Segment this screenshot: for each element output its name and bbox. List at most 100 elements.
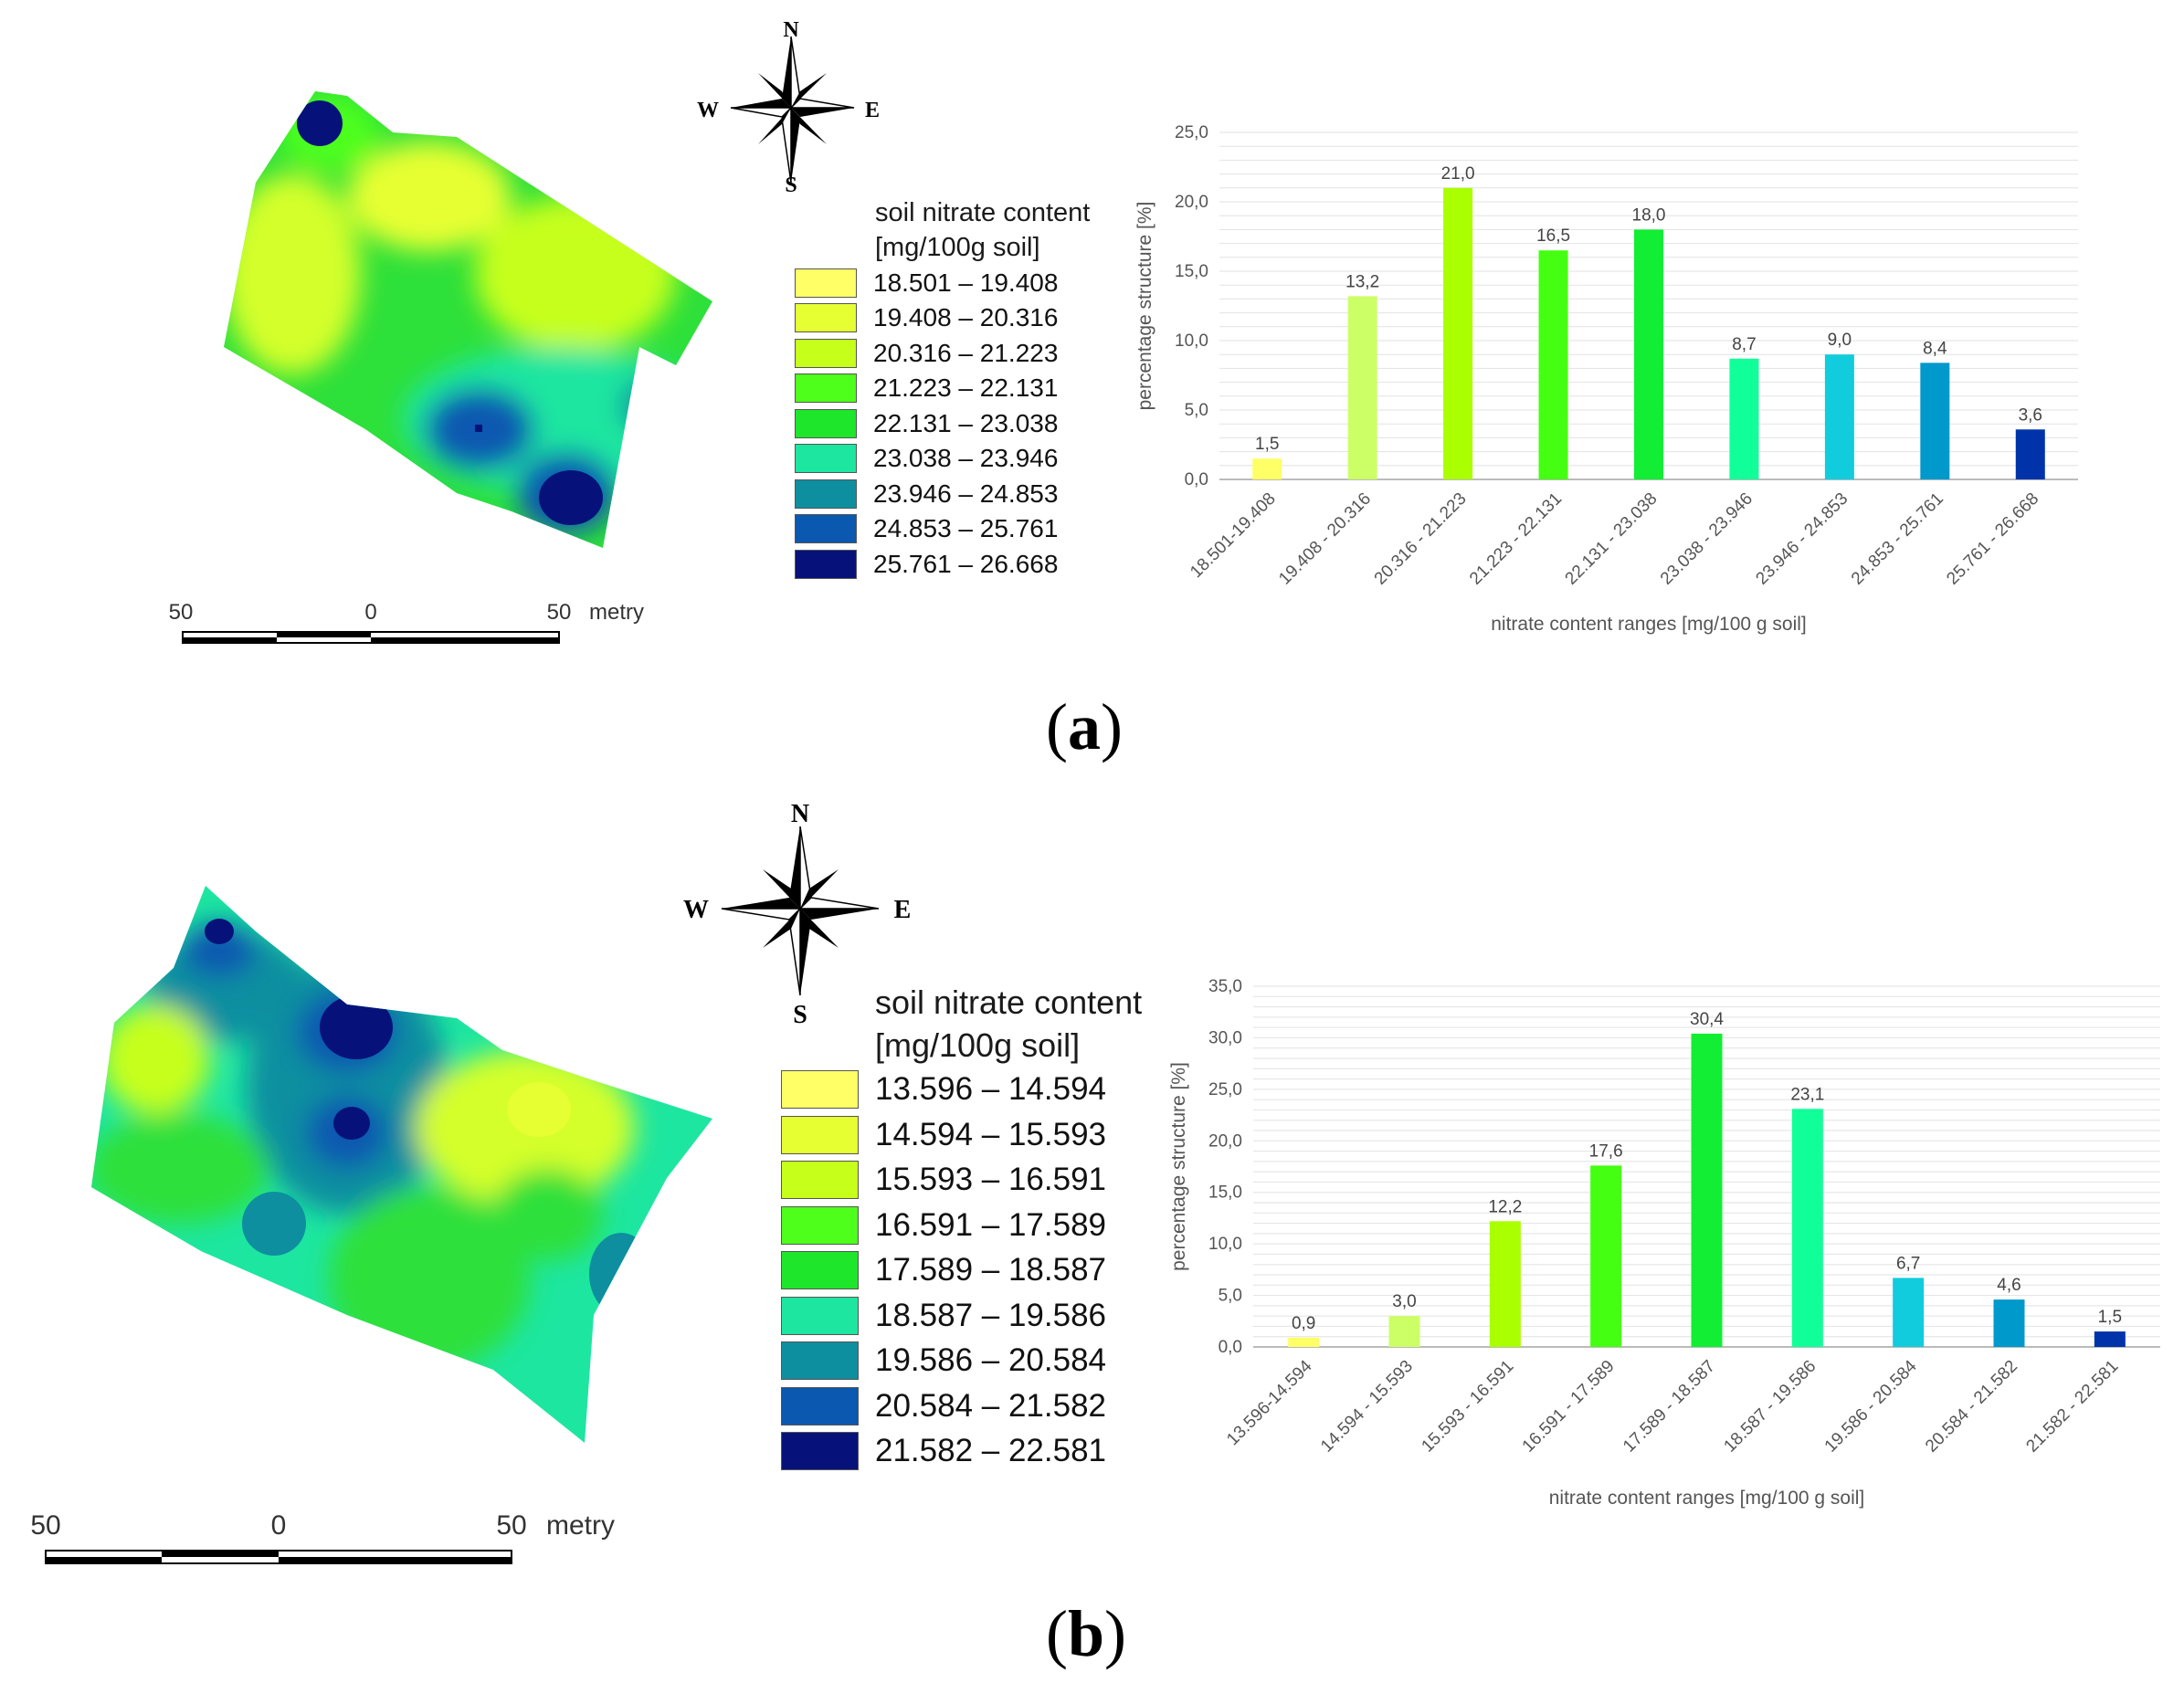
legend-item: 23.946 – 24.853 (795, 476, 1090, 511)
legend-swatch (781, 1386, 859, 1425)
y-axis-label: percentage structure [%] (1134, 202, 1155, 411)
data-label: 30,4 (1690, 1010, 1724, 1029)
data-label: 1,5 (1255, 435, 1279, 454)
y-tick-label: 25,0 (1175, 123, 1208, 142)
panel-label-a: (a) (1046, 690, 1123, 763)
compass-s: S (793, 1001, 807, 1029)
compass-n: N (791, 800, 809, 828)
legend-swatch (781, 1161, 859, 1200)
bar (2015, 429, 2045, 479)
bar (1920, 363, 1950, 479)
data-label: 0,9 (1292, 1314, 1315, 1333)
x-tick-label: 18.587 - 19.586 (1720, 1357, 1820, 1457)
scale-bar-b: 50 0 50 metry (30, 1510, 615, 1564)
data-label: 8,4 (1923, 339, 1947, 358)
panel-b: N S W E 50 0 50 metry 0,0 5,0 10,0 15,0 20,0… (0, 785, 2184, 1704)
legend-label: 25.761 – 26.668 (873, 549, 1059, 578)
legend-label: 14.594 – 15.593 (875, 1116, 1107, 1152)
scale-right: 50 (547, 600, 572, 625)
y-tick-label: 5,0 (1219, 1287, 1242, 1306)
legend-item: 19.408 – 20.316 (795, 300, 1090, 336)
bar (1443, 187, 1473, 480)
y-tick-label: 35,0 (1208, 977, 1242, 996)
x-tick-label: 20.316 - 21.223 (1371, 489, 1471, 589)
bar (1347, 296, 1377, 479)
legend-label: 23.038 – 23.946 (873, 444, 1059, 473)
bar (1590, 1165, 1622, 1347)
legend-item: 14.594 – 15.593 (781, 1112, 1142, 1158)
bar (1691, 1033, 1723, 1347)
panel-a: N S W E 50 0 50 metry 0,0 5,0 10,0 15,0 20,0… (0, 0, 2184, 785)
x-tick-label: 23.946 - 24.853 (1752, 489, 1852, 589)
legend-swatch (795, 268, 857, 298)
legend-swatch (781, 1251, 859, 1290)
legend-unit: [mg/100g soil] (875, 232, 1040, 262)
nitrate-map-a (224, 91, 712, 548)
legend-item: 17.589 – 18.587 (781, 1248, 1142, 1294)
compass-e: E (865, 99, 880, 122)
scale-bar-a: 50 0 50 metry (169, 600, 644, 644)
compass-rose-b: N S W E (683, 800, 911, 1029)
x-tick-label: 15.593 - 16.591 (1418, 1357, 1517, 1457)
x-tick-label: 17.589 - 18.587 (1620, 1357, 1719, 1457)
bar-chart-a: 0,0 5,0 10,0 15,0 20,0 25,0 1,5 18.501-19.408 13… (1134, 123, 2078, 635)
legend-unit: [mg/100g soil] (875, 1026, 1081, 1064)
scale-mid: 0 (271, 1510, 287, 1541)
legend-label: 24.853 – 25.761 (873, 514, 1059, 543)
scale-left: 50 (30, 1510, 60, 1541)
y-tick-label: 15,0 (1175, 262, 1208, 281)
compass-w: W (697, 99, 719, 122)
legend-item: 21.223 – 22.131 (795, 371, 1090, 406)
data-label: 13,2 (1345, 272, 1379, 291)
x-tick-label: 24.853 - 25.761 (1848, 489, 1947, 589)
legend-label: 19.586 – 20.584 (875, 1342, 1107, 1379)
nitrate-map-b (91, 886, 712, 1443)
compass-e: E (894, 896, 912, 924)
data-label: 12,2 (1488, 1197, 1522, 1216)
scale-left: 50 (169, 600, 194, 625)
legend-item: 19.586 – 20.584 (781, 1339, 1142, 1384)
legend-item: 13.596 – 14.594 (781, 1068, 1142, 1113)
data-label: 23,1 (1790, 1085, 1824, 1104)
y-tick-label: 0,0 (1219, 1338, 1242, 1357)
bar (1388, 1316, 1420, 1347)
legend-label: 23.946 – 24.853 (873, 479, 1059, 508)
legend-label: 15.593 – 16.591 (875, 1162, 1107, 1198)
bar (1993, 1299, 2025, 1347)
y-axis-label: percentage structure [%] (1168, 1062, 1189, 1271)
legend-swatch (795, 514, 857, 544)
legend-swatch (795, 479, 857, 509)
x-tick-label: 13.596-14.594 (1223, 1356, 1316, 1449)
legend-item: 22.131 – 23.038 (795, 405, 1090, 441)
bar (1288, 1337, 1320, 1347)
legend-label: 13.596 – 14.594 (875, 1071, 1107, 1108)
legend-swatch (795, 408, 857, 438)
legend-swatch (795, 444, 857, 474)
y-tick-label: 10,0 (1175, 331, 1208, 351)
legend-swatch (795, 303, 857, 333)
compass-rose-a: N S W E (697, 18, 880, 197)
legend-swatch (781, 1070, 859, 1110)
panel-a-figure: N S W E 50 0 50 metry 0,0 5,0 10,0 15,0 20,0… (169, 18, 2078, 644)
legend-title: soil nitrate content (875, 983, 1143, 1021)
y-tick-label: 30,0 (1208, 1028, 1242, 1047)
x-tick-label: 25.761 - 26.668 (1943, 489, 2042, 589)
x-tick-label: 21.223 - 22.131 (1466, 489, 1566, 589)
y-tick-label: 25,0 (1208, 1080, 1242, 1099)
legend-label: 21.582 – 22.581 (875, 1433, 1107, 1469)
legend-label: 20.316 – 21.223 (873, 338, 1059, 367)
legend-swatch (781, 1432, 859, 1471)
legend-item: 16.591 – 17.589 (781, 1203, 1142, 1248)
legend-item: 23.038 – 23.946 (795, 441, 1090, 477)
bar (1538, 250, 1568, 479)
panel-label-b: (b) (1046, 1597, 1127, 1670)
legend-item: 18.501 – 19.408 (795, 265, 1090, 300)
x-tick-label: 22.131 - 23.038 (1562, 489, 1662, 589)
data-label: 16,5 (1536, 226, 1570, 246)
legend-swatch (795, 373, 857, 404)
bar (2094, 1331, 2126, 1347)
x-tick-label: 21.582 - 22.581 (2022, 1357, 2122, 1457)
compass-n: N (783, 18, 799, 42)
x-axis-label: nitrate content ranges [mg/100 g soil] (1549, 1488, 1865, 1509)
data-label: 9,0 (1828, 331, 1852, 350)
